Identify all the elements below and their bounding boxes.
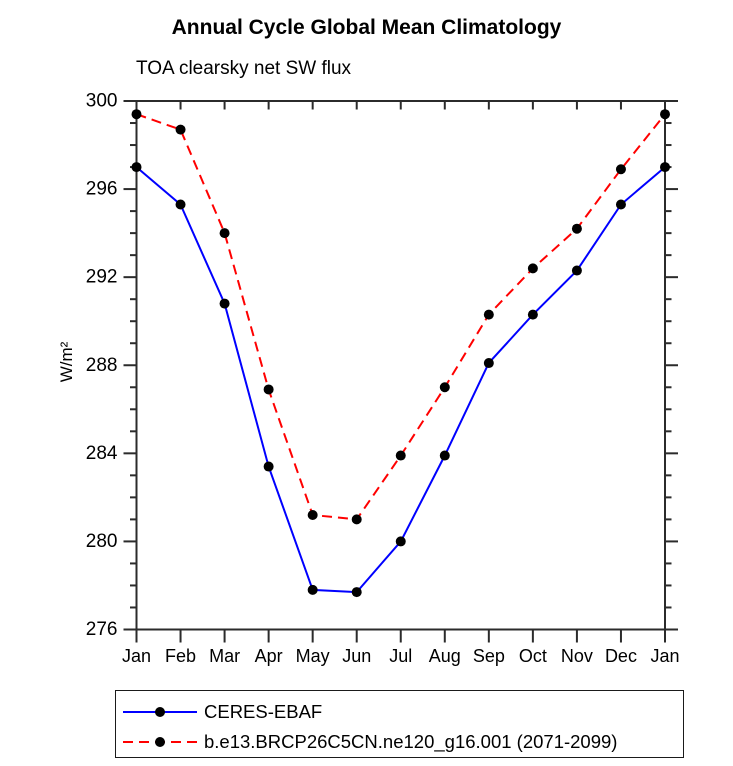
x-tick-label: Jan bbox=[650, 646, 679, 666]
data-point-marker bbox=[395, 450, 406, 461]
y-tick-label: 288 bbox=[86, 355, 118, 376]
x-tick-label: Feb bbox=[165, 646, 196, 666]
data-point-marker bbox=[263, 384, 274, 395]
data-point-marker bbox=[660, 162, 670, 173]
data-point-marker bbox=[219, 298, 230, 309]
y-tick-label: 276 bbox=[86, 619, 118, 640]
x-tick-label: Jun bbox=[342, 646, 371, 666]
legend-item-model: b.e13.BRCP26C5CN.ne120_g16.001 (2071-209… bbox=[116, 731, 618, 752]
x-axis-ticks: Jan Feb Mar Apr May Jun Jul Aug Sep Oct Nov Dec Jan bbox=[122, 101, 680, 666]
y-tick-label: 300 bbox=[86, 91, 118, 112]
legend-label-model: b.e13.BRCP26C5CN.ne120_g16.001 (2071-209… bbox=[204, 731, 618, 752]
x-tick-label: Apr bbox=[255, 646, 283, 666]
legend-line-sample-dashed-icon bbox=[123, 737, 197, 747]
x-tick-label: Jul bbox=[389, 646, 412, 666]
x-tick-label: May bbox=[296, 646, 330, 666]
data-point-marker bbox=[660, 109, 670, 120]
x-tick-label: Dec bbox=[605, 646, 637, 666]
y-tick-label: 284 bbox=[86, 443, 118, 464]
data-point-marker bbox=[351, 514, 362, 525]
series-1-line bbox=[131, 109, 670, 525]
data-point-marker bbox=[527, 263, 538, 274]
data-point-marker bbox=[615, 164, 626, 175]
data-point-marker bbox=[351, 587, 362, 598]
data-point-marker bbox=[307, 584, 318, 595]
data-point-marker bbox=[219, 228, 230, 239]
data-point-marker bbox=[439, 450, 450, 461]
y-axis-ticks: 276 280 284 288 292 296 300 bbox=[86, 91, 678, 640]
plot-border bbox=[135, 100, 666, 631]
data-point-marker bbox=[263, 461, 274, 472]
y-tick-label: 292 bbox=[86, 267, 118, 288]
legend-label-observation: CERES-EBAF bbox=[204, 701, 323, 722]
x-tick-label: Nov bbox=[561, 646, 593, 666]
legend-item-observation: CERES-EBAF bbox=[116, 701, 323, 722]
data-point-marker bbox=[175, 124, 186, 135]
data-point-marker bbox=[175, 199, 186, 210]
data-point-marker bbox=[571, 223, 582, 234]
x-tick-label: Jan bbox=[122, 646, 151, 666]
legend-line-sample-solid-icon bbox=[123, 707, 197, 717]
chart-title: Annual Cycle Global Mean Climatology bbox=[171, 16, 562, 39]
legend: CERES-EBAF b.e13.BRCP26C5CN.ne120_g16.00… bbox=[115, 690, 684, 758]
chart-subtitle: TOA clearsky net SW flux bbox=[136, 58, 352, 79]
y-tick-label: 296 bbox=[86, 179, 118, 200]
data-point-marker bbox=[131, 109, 142, 120]
data-point-marker bbox=[571, 265, 582, 276]
data-point-marker bbox=[615, 199, 626, 210]
data-point-marker bbox=[483, 358, 494, 369]
series-0-line bbox=[131, 162, 670, 598]
x-tick-label: Aug bbox=[429, 646, 461, 666]
series-0-path bbox=[135, 166, 666, 594]
x-tick-label: Sep bbox=[473, 646, 505, 666]
data-point-marker bbox=[439, 382, 450, 393]
data-point-marker bbox=[483, 309, 494, 320]
data-point-marker bbox=[131, 162, 142, 173]
y-tick-label: 280 bbox=[86, 531, 118, 552]
x-tick-label: Mar bbox=[209, 646, 240, 666]
data-point-marker bbox=[395, 536, 406, 547]
data-point-marker bbox=[527, 309, 538, 320]
x-tick-label: Oct bbox=[519, 646, 547, 666]
data-point-marker bbox=[307, 509, 318, 520]
